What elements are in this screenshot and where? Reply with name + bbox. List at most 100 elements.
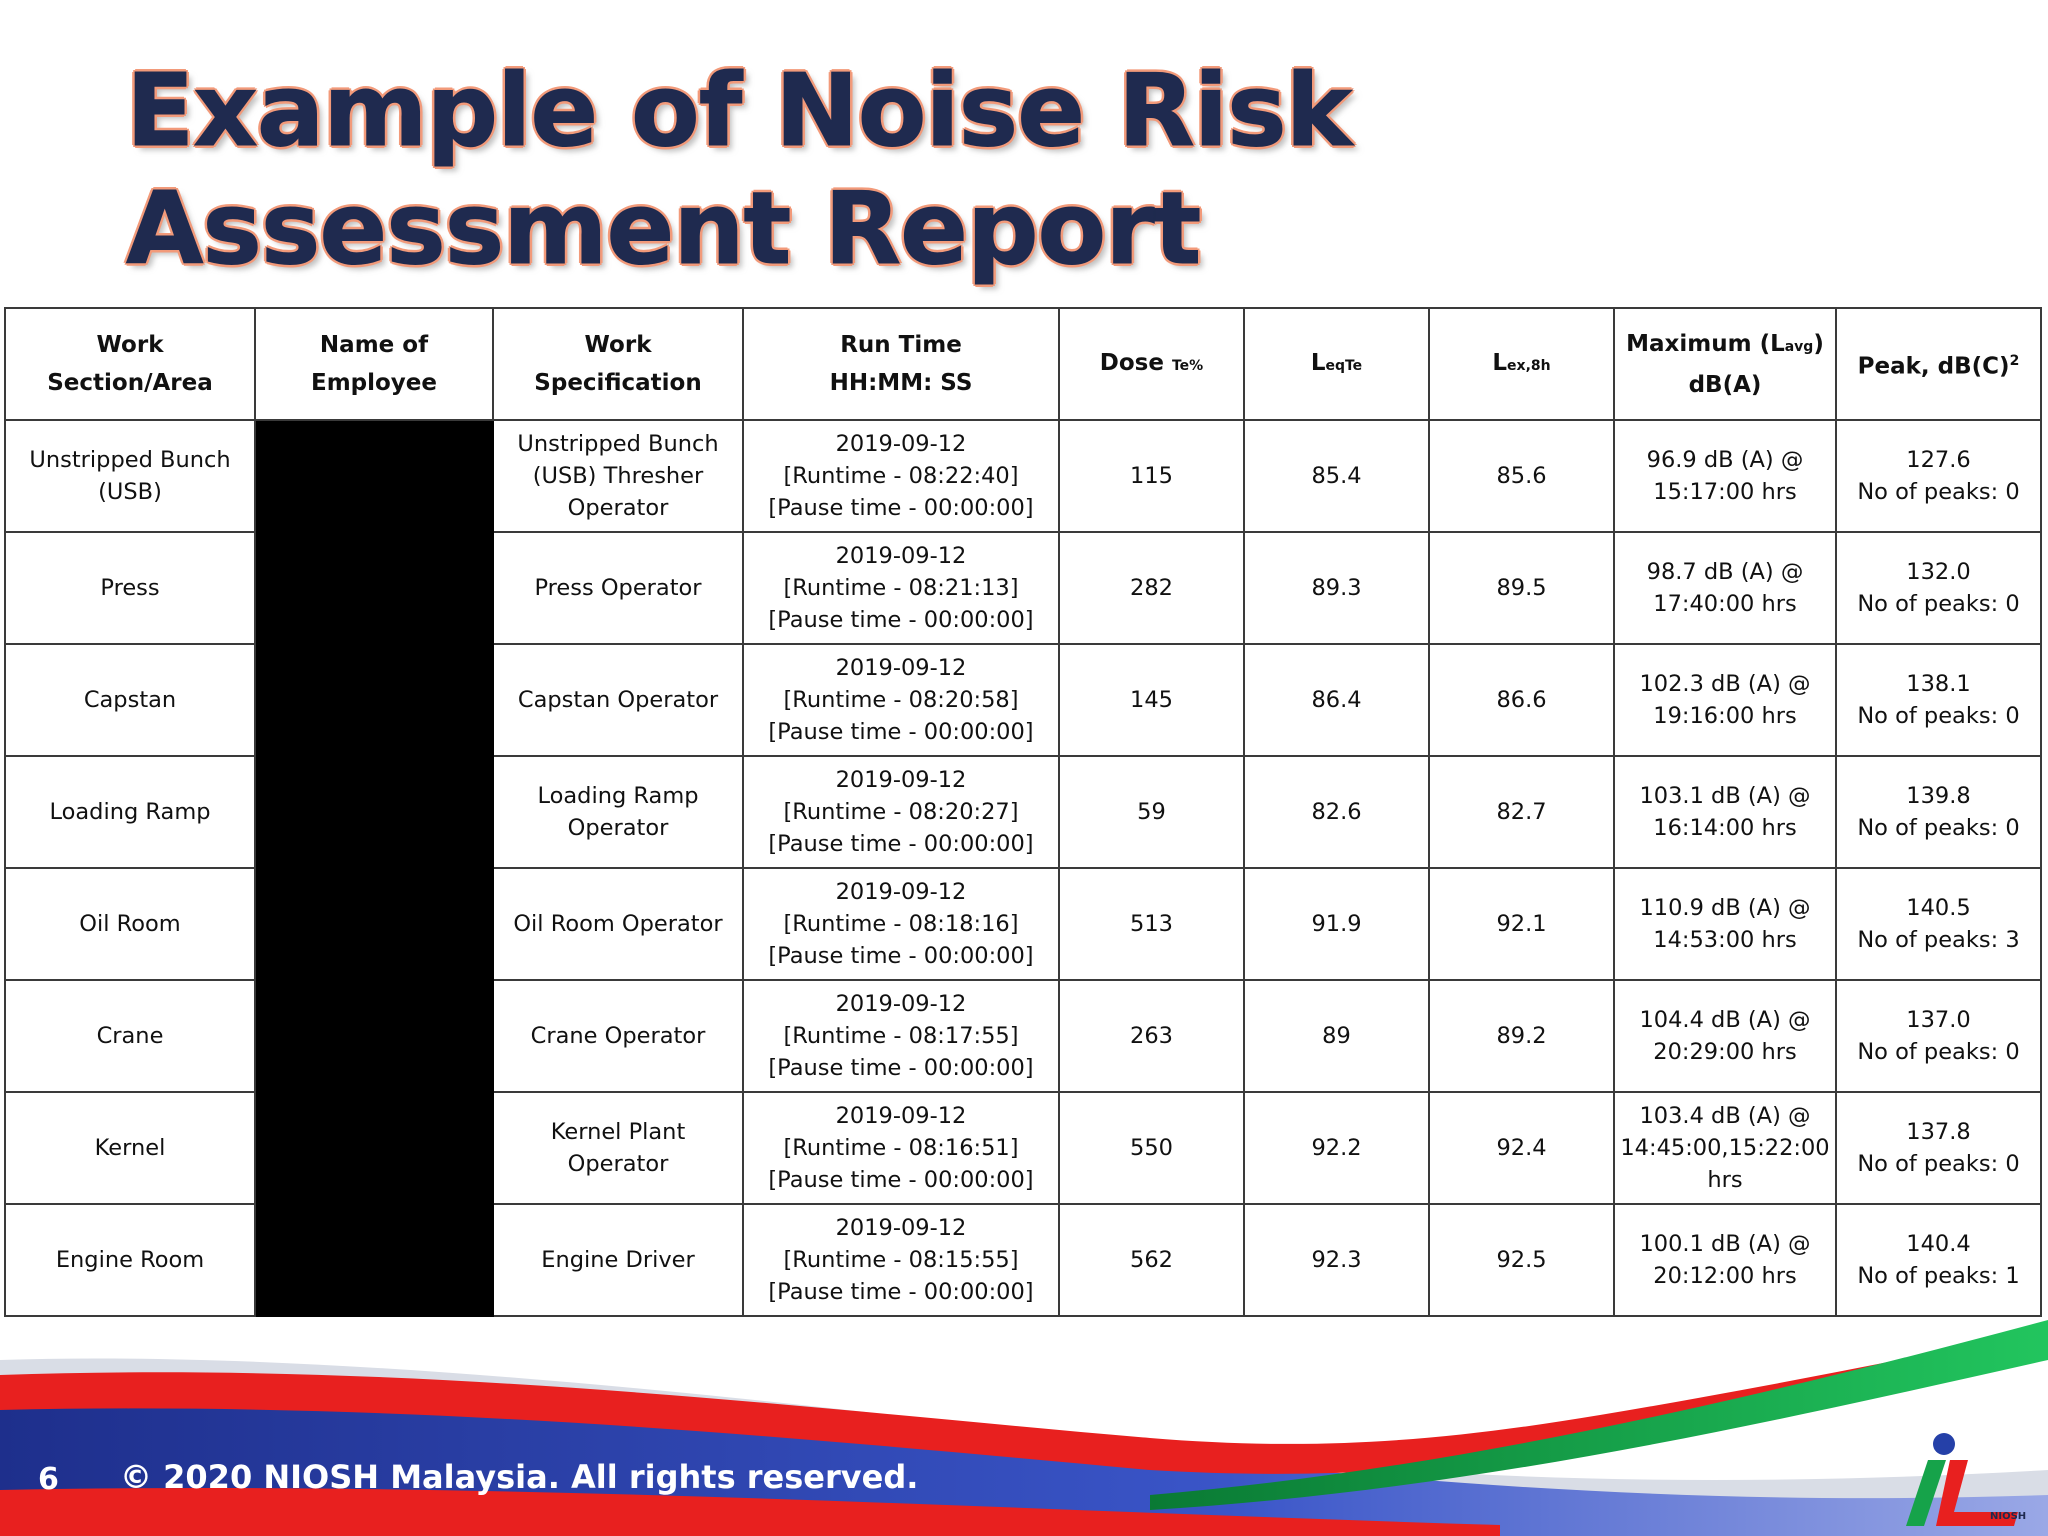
peak-cell: 132.0 No of peaks: 0 [1835,531,2042,645]
leq-cell: 92.2 [1243,1091,1430,1205]
lex-cell: 82.7 [1428,755,1615,869]
work-section-cell: Loading Ramp [4,755,256,869]
lex-cell: 86.6 [1428,643,1615,757]
work-specification-cell: Unstripped Bunch (USB) Thresher Operator [492,419,744,533]
work-specification-text: Unstripped Bunch [517,431,719,457]
leq-value: 82.6 [1311,799,1362,825]
header-dose-label: Dose [1099,349,1164,376]
peak-value: 139.8 [1906,783,1971,809]
header-dose: Dose Te% [1058,307,1245,421]
work-specification-text: Capstan Operator [517,687,719,713]
work-section-cell: Kernel [4,1091,256,1205]
header-leq-label: L [1310,349,1326,376]
header-work-section: Work Section/Area [4,307,256,421]
peak-cell: 139.8 No of peaks: 0 [1835,755,2042,869]
work-section-text: Kernel [94,1135,166,1161]
run-time-cell: 2019-09-12 [Runtime - 08:15:55] [Pause tim… [742,1203,1060,1317]
header-lex-subscript: ex,8h [1507,357,1551,374]
dose-value: 115 [1130,463,1173,489]
pause-time-value: [Pause time - 00:00:00] [768,719,1034,745]
work-specification-cell: Press Operator [492,531,744,645]
leq-value: 85.4 [1311,463,1362,489]
work-section-text: Crane [96,1023,164,1049]
header-employee-name-line1: Name of [319,332,429,358]
maximum-text: 17:40:00 hrs [1653,591,1797,617]
leq-value: 92.2 [1311,1135,1362,1161]
niosh-logo-icon [1906,1433,2018,1526]
pause-time-value: [Pause time - 00:00:00] [768,831,1034,857]
run-date: 2019-09-12 [835,431,967,457]
lex-cell: 89.5 [1428,531,1615,645]
maximum-cell: 104.4 dB (A) @ 20:29:00 hrs [1613,979,1837,1093]
header-maximum-close: ) [1813,330,1824,357]
maximum-text: 16:14:00 hrs [1653,815,1797,841]
dose-value: 513 [1130,911,1173,937]
header-run-time: Run Time HH:MM: SS [742,307,1060,421]
header-lex-label: L [1492,349,1508,376]
header-employee-name: Name of Employee [254,307,494,421]
run-time-cell: 2019-09-12 [Runtime - 08:18:16] [Pause tim… [742,867,1060,981]
work-specification-text: Kernel Plant [550,1119,686,1145]
table-row: Capstan Capstan Operator 2019-09-12 [Runtim… [4,643,2042,757]
leq-cell: 89 [1243,979,1430,1093]
header-lex: Lex,8h [1428,307,1615,421]
header-maximum: Maximum (Lavg) dB(A) [1613,307,1837,421]
run-time-cell: 2019-09-12 [Runtime - 08:16:51] [Pause tim… [742,1091,1060,1205]
header-leq-subscript: eqTe [1325,357,1363,374]
work-section-cell: Press [4,531,256,645]
header-peak: Peak, dB(C)2 [1835,307,2042,421]
work-section-cell: Unstripped Bunch (USB) [4,419,256,533]
employee-name-redacted-cell [254,1203,494,1317]
table-row: Crane Crane Operator 2019-09-12 [Runtime - … [4,979,2042,1093]
peak-cell: 137.0 No of peaks: 0 [1835,979,2042,1093]
niosh-logo-label: NIOSH [1990,1511,2027,1522]
lex-value: 92.5 [1496,1247,1547,1273]
slide-number: 6 [38,1462,59,1497]
work-section-cell: Crane [4,979,256,1093]
header-work-specification: Work Specification [492,307,744,421]
dose-value: 550 [1130,1135,1173,1161]
peak-cell: 140.5 No of peaks: 3 [1835,867,2042,981]
lex-value: 86.6 [1496,687,1547,713]
peak-cell: 127.6 No of peaks: 0 [1835,419,2042,533]
peak-count: No of peaks: 0 [1857,591,2020,617]
dose-value: 263 [1130,1023,1173,1049]
leq-cell: 86.4 [1243,643,1430,757]
work-specification-cell: Capstan Operator [492,643,744,757]
peak-value: 140.5 [1906,895,1971,921]
run-date: 2019-09-12 [835,655,967,681]
table-row: Press Press Operator 2019-09-12 [Runtime - … [4,531,2042,645]
run-date: 2019-09-12 [835,543,967,569]
work-specification-cell: Crane Operator [492,979,744,1093]
lex-value: 85.6 [1496,463,1547,489]
maximum-text: 15:17:00 hrs [1653,479,1797,505]
work-specification-text: Loading Ramp [537,783,699,809]
header-dose-subscript: Te% [1171,357,1204,374]
pause-time-value: [Pause time - 00:00:00] [768,607,1034,633]
header-leq: LeqTe [1243,307,1430,421]
maximum-cell: 102.3 dB (A) @ 19:16:00 hrs [1613,643,1837,757]
maximum-text: 19:16:00 hrs [1653,703,1797,729]
dose-cell: 562 [1058,1203,1245,1317]
peak-cell: 138.1 No of peaks: 0 [1835,643,2042,757]
pause-time-value: [Pause time - 00:00:00] [768,495,1034,521]
table-row: Engine Room Engine Driver 2019-09-12 [Runti… [4,1203,2042,1317]
peak-cell: 137.8 No of peaks: 0 [1835,1091,2042,1205]
work-section-text: Capstan [83,687,177,713]
peak-count: No of peaks: 3 [1857,927,2020,953]
pause-time-value: [Pause time - 00:00:00] [768,1055,1034,1081]
runtime-value: [Runtime - 08:15:55] [783,1247,1019,1273]
maximum-text: 98.7 dB (A) @ [1646,559,1804,585]
maximum-text: 102.3 dB (A) @ [1639,671,1811,697]
work-section-text: Press [100,575,160,601]
dose-value: 562 [1130,1247,1173,1273]
header-maximum-line1: Maximum (Lavg) [1619,325,1831,366]
leq-cell: 82.6 [1243,755,1430,869]
runtime-value: [Runtime - 08:20:58] [783,687,1019,713]
dose-cell: 263 [1058,979,1245,1093]
work-specification-text: Operator [567,1151,669,1177]
run-date: 2019-09-12 [835,767,967,793]
maximum-cell: 110.9 dB (A) @ 14:53:00 hrs [1613,867,1837,981]
work-specification-text: Press Operator [534,575,702,601]
maximum-text: 14:53:00 hrs [1653,927,1797,953]
